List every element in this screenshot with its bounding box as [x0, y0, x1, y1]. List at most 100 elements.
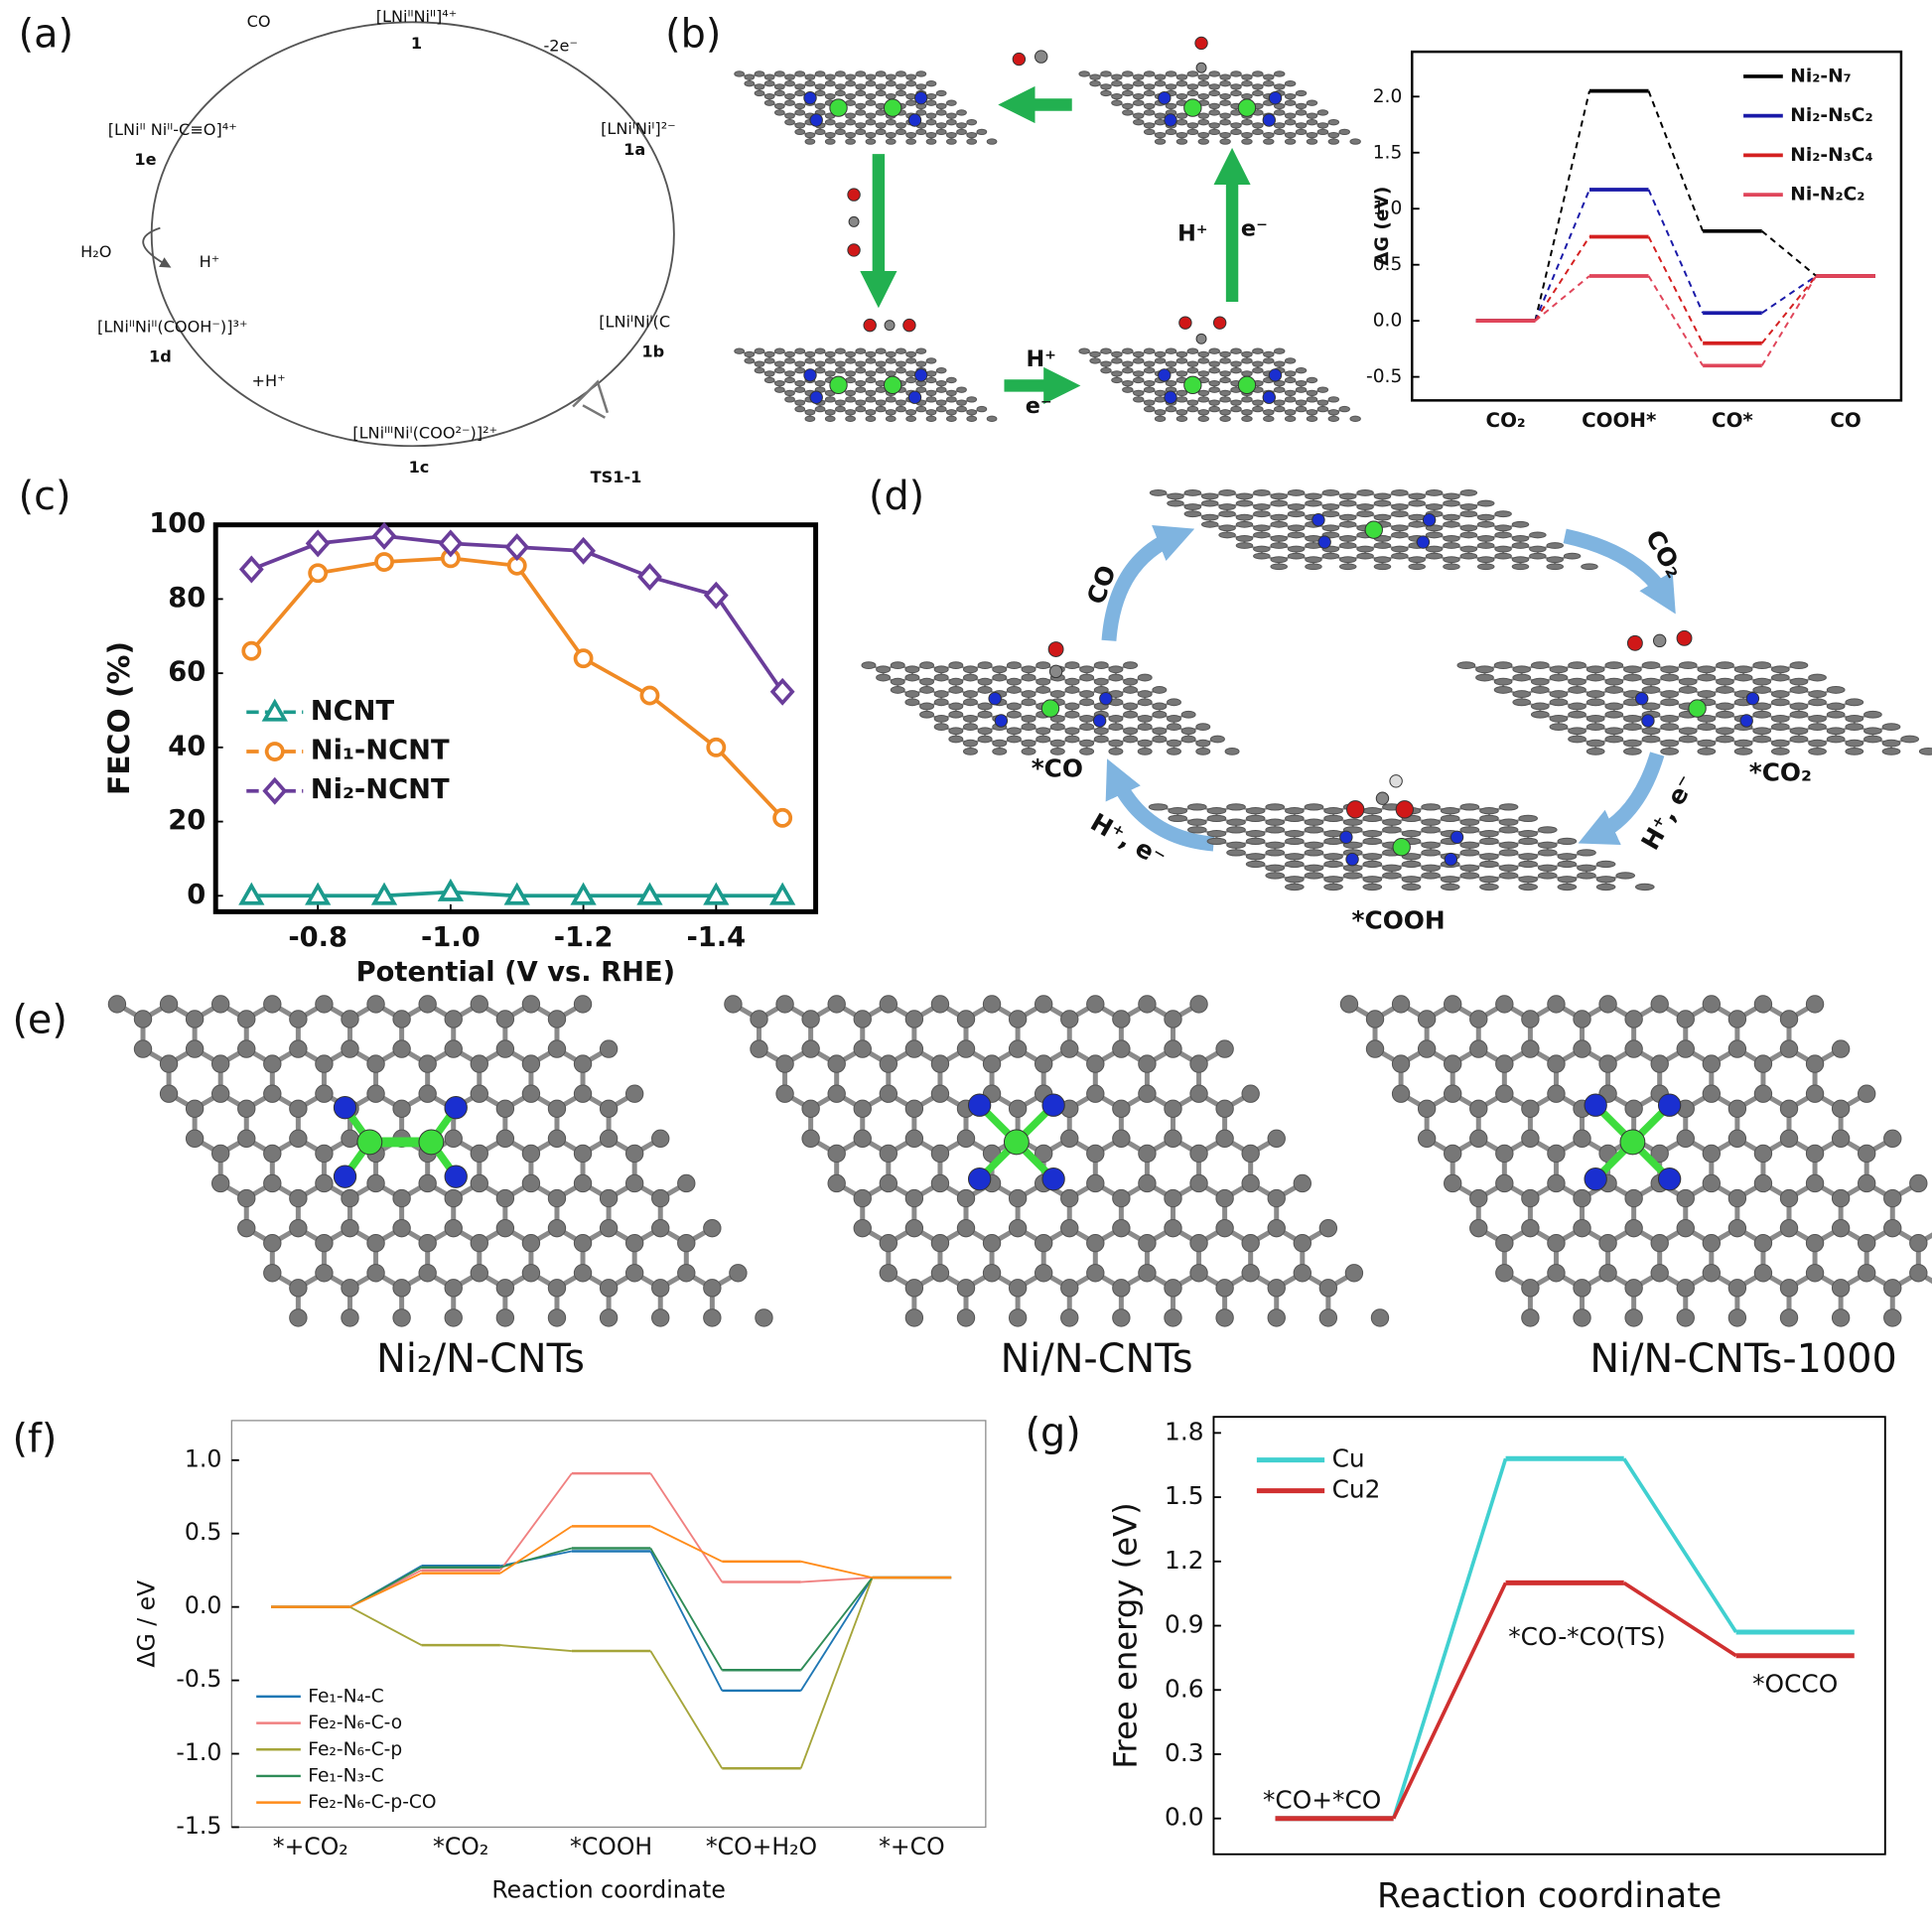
atom: [1124, 736, 1138, 743]
atom: [1123, 71, 1133, 76]
atom: [967, 1093, 992, 1117]
y-tick-label: 1.8: [1165, 1417, 1203, 1445]
atom: [1477, 536, 1494, 542]
atom: [926, 94, 936, 99]
atom: [1195, 333, 1207, 344]
atom: [947, 132, 957, 137]
atom: [1305, 850, 1323, 856]
atom: [1113, 1309, 1130, 1326]
atom: [1470, 1189, 1487, 1206]
connector: [1647, 90, 1705, 232]
atom: [1219, 525, 1236, 531]
atom: [1158, 90, 1172, 105]
atom: [776, 1055, 793, 1072]
atom: [1155, 358, 1165, 363]
atom: [963, 674, 977, 681]
atom: [947, 390, 957, 395]
atom: [876, 361, 886, 366]
atom: [1047, 641, 1064, 657]
atom: [963, 715, 977, 722]
atom: [471, 1234, 487, 1251]
atom: [897, 406, 906, 411]
atom: [785, 74, 795, 79]
atom: [775, 90, 785, 95]
atom: [1584, 1093, 1607, 1117]
atom: [1253, 71, 1263, 76]
atom: [1090, 74, 1100, 79]
atom: [367, 1234, 384, 1251]
atom: [755, 84, 764, 89]
atom: [1266, 819, 1285, 825]
atom: [828, 1055, 845, 1072]
atom: [1061, 1040, 1078, 1057]
atom: [1090, 351, 1100, 356]
atom: [1859, 1145, 1875, 1162]
panel-label: (e): [12, 998, 67, 1043]
atom: [926, 416, 936, 421]
y-tick-label: 1.0: [1373, 199, 1403, 219]
atom: [1859, 1085, 1875, 1102]
atom: [1641, 714, 1655, 728]
atom: [704, 1219, 721, 1236]
atom: [856, 129, 866, 134]
atom: [947, 416, 957, 421]
atom: [1124, 678, 1138, 685]
atom: [1022, 715, 1035, 722]
atom: [1268, 1189, 1285, 1206]
atom: [1113, 1130, 1130, 1147]
atom: [1364, 520, 1383, 539]
atom: [947, 410, 957, 415]
atom: [704, 1309, 721, 1326]
atom: [1374, 564, 1391, 570]
atom: [886, 139, 896, 144]
atom: [1392, 1085, 1409, 1102]
atom: [1426, 489, 1443, 495]
atom: [1717, 678, 1734, 685]
atom: [795, 129, 805, 134]
atom: [1477, 543, 1494, 549]
atom: [1477, 564, 1494, 570]
atom: [866, 119, 876, 124]
atom: [1477, 500, 1494, 506]
atom: [1305, 865, 1323, 871]
atom: [1512, 521, 1529, 527]
atom: [1322, 553, 1339, 559]
atom: [1418, 1040, 1435, 1057]
atom: [957, 387, 967, 392]
atom: [886, 74, 896, 79]
legend-label: Cu2: [1332, 1475, 1381, 1504]
legend-label: Ni-N₂C₂: [1790, 185, 1864, 206]
atom: [1155, 132, 1165, 137]
atom: [1460, 525, 1477, 531]
atom: [1698, 674, 1716, 681]
atom: [934, 666, 948, 673]
atom: [825, 416, 835, 421]
atom: [1626, 634, 1643, 651]
atom: [1642, 728, 1660, 735]
atom: [1246, 861, 1265, 867]
atom: [1266, 842, 1285, 848]
atom: [1275, 361, 1285, 366]
atom: [1181, 736, 1195, 743]
atom: [1642, 662, 1660, 669]
atom: [496, 1309, 513, 1326]
atom: [1422, 804, 1441, 810]
atom: [419, 1174, 436, 1191]
atom: [1859, 1265, 1875, 1282]
y-tick-label: 40: [168, 731, 206, 761]
atom: [809, 390, 823, 404]
atom: [1307, 410, 1316, 415]
atom: [1522, 1189, 1539, 1206]
atom: [785, 100, 795, 105]
atom: [1578, 873, 1596, 879]
atom: [764, 81, 774, 86]
atom: [1036, 662, 1050, 669]
atom: [574, 1145, 591, 1162]
atom: [876, 84, 886, 89]
atom: [1569, 736, 1587, 743]
atom: [866, 100, 876, 105]
atom: [785, 81, 795, 86]
legend-label: Cu: [1332, 1444, 1365, 1473]
atom: [1625, 1189, 1642, 1206]
atom: [947, 113, 957, 118]
